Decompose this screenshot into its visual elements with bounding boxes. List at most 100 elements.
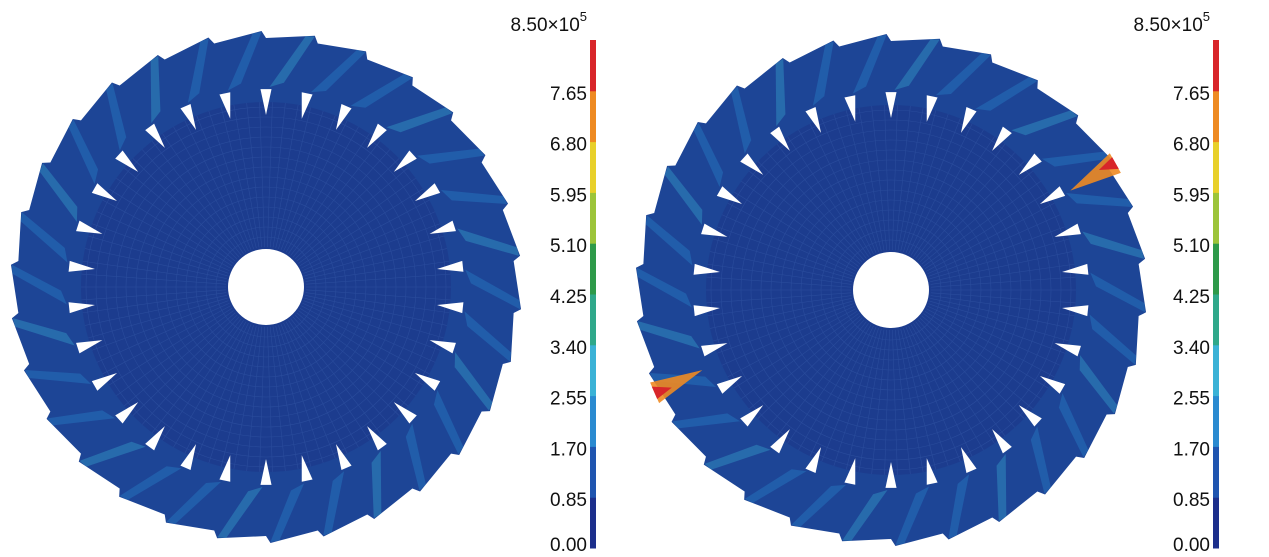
mesh-line [96, 302, 230, 363]
colorbar-tick-label: 2.55 [1173, 389, 1210, 410]
label-exponent: 5 [580, 9, 587, 24]
mesh-line [184, 120, 249, 252]
blade-shade [310, 49, 366, 93]
mesh-line [132, 158, 238, 260]
mesh-line [233, 104, 260, 248]
mesh-line [292, 149, 391, 258]
slot [414, 183, 441, 201]
blade-shade [323, 471, 345, 536]
colorbar-segment [590, 40, 596, 92]
blade-shade [895, 486, 930, 545]
mesh-line [929, 300, 1069, 342]
blade-shade [433, 390, 464, 455]
slot [770, 126, 790, 151]
mesh-line [298, 310, 416, 396]
colorbar-segment [590, 446, 596, 498]
mesh-line [301, 305, 430, 375]
mesh-line [908, 123, 973, 255]
slot [260, 89, 272, 115]
slot [260, 459, 272, 485]
colorbar-segment [590, 344, 596, 397]
slot [716, 186, 743, 204]
mesh-line [757, 317, 863, 419]
slot [115, 150, 139, 172]
blade-shade [150, 55, 161, 124]
colorbar-tick-label: 3.40 [550, 338, 587, 359]
colorbar-tick-label: 3.40 [1173, 338, 1210, 359]
mesh-line [298, 178, 416, 264]
mesh-line [283, 322, 348, 454]
blade-shade [645, 215, 693, 266]
colorbar-tick-label: 0.00 [550, 535, 587, 556]
mesh-line [275, 107, 312, 249]
mesh-line [269, 102, 286, 248]
mesh-line [892, 105, 898, 251]
mesh-line [913, 322, 995, 444]
mesh-line [894, 329, 911, 475]
blade-shade [39, 163, 78, 222]
mesh-ring [175, 196, 357, 378]
slot [693, 263, 720, 275]
mesh-line [821, 326, 877, 462]
mesh-line [928, 303, 1065, 354]
slot [885, 92, 897, 118]
mesh-line [733, 191, 858, 270]
mesh-line [930, 263, 1075, 285]
blade-shade [227, 32, 262, 91]
mesh-line [301, 199, 430, 269]
slot [844, 95, 856, 122]
mesh-line [930, 295, 1075, 317]
mesh-line [900, 110, 937, 252]
colorbar-tick-label: 7.65 [550, 84, 587, 105]
mesh-line [871, 329, 888, 475]
colorbar-segment [1213, 497, 1219, 549]
mesh-line [713, 238, 853, 280]
slot [740, 405, 764, 427]
colorbar-tick-label: 1.70 [550, 439, 587, 460]
blade-shade [79, 441, 146, 467]
colorbar-tick-label: 2.55 [550, 389, 587, 410]
slot [301, 455, 313, 482]
colorbar-tick-label: 4.25 [1173, 287, 1210, 308]
mesh-line [929, 238, 1069, 280]
mesh-line [102, 305, 231, 375]
blade-shade [744, 469, 807, 504]
mesh-line [905, 326, 961, 462]
mesh-line [305, 292, 450, 314]
label-mantissa: 8.50×10 [1134, 15, 1203, 36]
mesh-ring [730, 129, 1052, 451]
mesh-line [272, 326, 299, 470]
mesh-line [923, 313, 1041, 399]
blade-shade [371, 450, 382, 519]
mesh-line [124, 312, 236, 407]
mesh-line [913, 136, 995, 258]
blade-shade [68, 119, 99, 184]
mesh-line [151, 318, 242, 433]
colorbar-segment [1213, 141, 1219, 193]
mesh-ring [215, 236, 317, 338]
mesh-line [151, 141, 242, 256]
mesh-line [296, 312, 408, 407]
mesh-line [930, 251, 1073, 282]
mesh-line [141, 149, 240, 258]
mesh-line [302, 302, 436, 363]
mesh-line [132, 314, 238, 416]
slot [1018, 405, 1042, 427]
slot [701, 223, 728, 237]
stress-hotspot [1098, 157, 1119, 170]
label-mantissa: 8.50×10 [511, 15, 580, 36]
mesh-line [927, 214, 1061, 275]
mesh-line [304, 297, 444, 339]
mesh-line [81, 273, 227, 285]
mesh-line [894, 105, 911, 251]
mesh-line [116, 178, 234, 264]
colorbar-tick-label: 0.00 [1173, 535, 1210, 556]
mesh-line [910, 129, 984, 256]
mesh-line [845, 328, 882, 470]
mesh-line [288, 133, 370, 255]
mesh-line [141, 316, 240, 425]
mesh-line [259, 326, 265, 472]
stress-hotspot [651, 386, 672, 400]
mesh-line [303, 223, 440, 274]
slot [335, 444, 352, 471]
